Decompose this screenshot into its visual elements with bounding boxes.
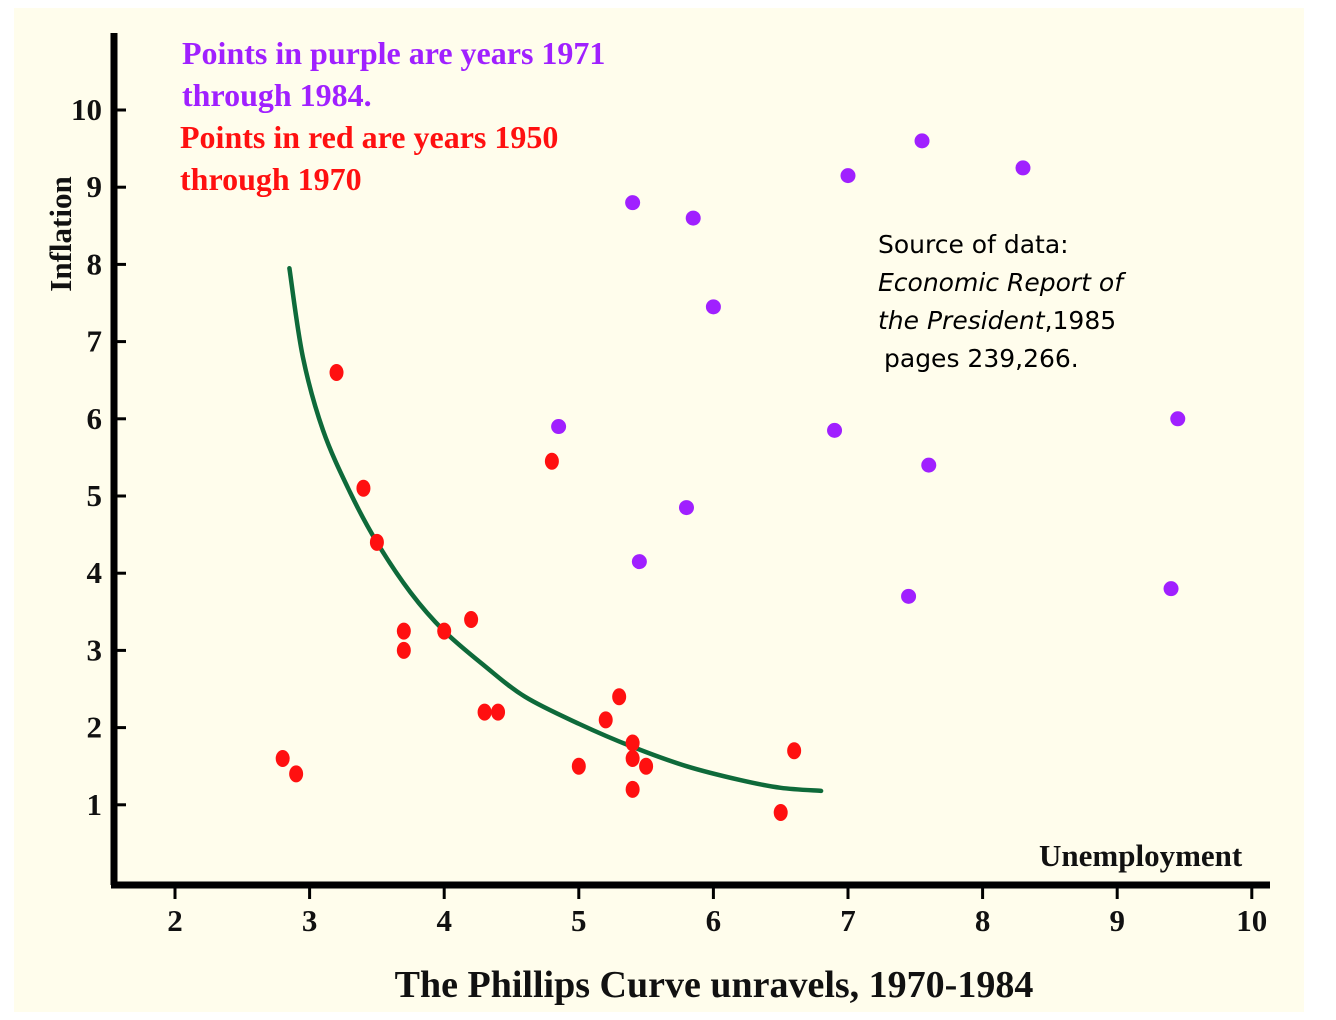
x-tick-label: 10 [1236,903,1267,938]
phillips-curve [287,266,824,794]
x-tick-label: 4 [436,903,452,938]
purple-data-point [551,419,567,435]
data-points [275,133,1186,822]
purple-points-note: Points in purple are years 1971 through … [182,32,605,116]
red-data-point [625,749,640,767]
x-tick-label: 3 [302,903,318,938]
y-tick-label: 3 [87,632,103,667]
y-tick-label: 8 [87,246,103,281]
red-data-point [571,757,586,775]
red-data-point [329,363,344,381]
x-tick-label: 2 [167,903,183,938]
chart-title: The Phillips Curve unravels, 1970-1984 [394,964,1034,1006]
source-line-3: the President,1985 [878,302,1123,340]
scatter-plot: 2 3 4 5 6 7 8 9 10 1 2 3 4 5 6 7 8 9 10 [71,33,1270,938]
red-note-line-2: through 1970 [180,161,362,197]
y-tick-label: 9 [87,169,103,204]
purple-data-point [705,299,721,315]
source-line-3-italic: the President [878,306,1045,335]
purple-data-point [1170,411,1186,427]
axes [110,33,1270,889]
x-axis-label: Unemployment [1039,838,1243,873]
red-data-point [544,452,559,470]
red-data-point [773,804,788,822]
purple-data-point [827,422,843,438]
purple-data-point [685,210,701,226]
y-tick-label: 1 [87,787,103,822]
red-data-point [639,757,654,775]
x-tick-label: 5 [571,903,587,938]
y-tick-label: 5 [87,478,103,513]
red-data-point [787,742,802,760]
y-tick-label: 10 [71,92,102,127]
x-tick-label: 9 [1109,903,1125,938]
source-line-4: pages 239,266. [884,344,1079,373]
source-note: Source of data: Economic Report of the P… [878,226,1123,378]
red-data-point [598,711,613,729]
red-data-point [396,641,411,659]
purple-note-line-2: through 1984. [182,77,372,113]
y-tick-label: 7 [87,324,103,359]
x-tick-label: 7 [840,903,856,938]
red-data-point [437,622,452,640]
purple-data-point [921,457,937,473]
red-data-point [625,780,640,798]
red-data-point [612,688,627,706]
red-data-point [477,703,492,721]
chart-frame: 2 3 4 5 6 7 8 9 10 1 2 3 4 5 6 7 8 9 10 Points in purple … [14,8,1304,1012]
red-note-line-1: Points in red are years 1950 [180,119,559,155]
purple-data-point [625,195,641,211]
red-data-point [464,611,479,629]
source-line-2: Economic Report of [878,268,1124,297]
y-tick-label: 4 [87,555,103,590]
red-data-point [625,734,640,752]
purple-data-point [631,554,647,570]
y-axis-label: Inflation [43,176,78,292]
red-data-point [396,622,411,640]
trend-curve-line [287,266,824,794]
x-ticks: 2 3 4 5 6 7 8 9 10 [167,885,1267,938]
purple-data-point [840,168,856,184]
purple-data-point [914,133,930,149]
red-data-point [356,479,371,497]
red-data-point [275,749,290,767]
red-data-point [491,703,506,721]
x-tick-label: 8 [975,903,991,938]
purple-data-point [678,500,694,516]
x-tick-label: 6 [706,903,722,938]
purple-data-point [1163,581,1179,597]
red-points-note: Points in red are years 1950 through 197… [180,116,558,200]
purple-data-point [901,588,917,604]
purple-note-line-1: Points in purple are years 1971 [182,35,606,71]
red-data-point [289,765,304,783]
source-line-1: Source of data: [878,230,1069,259]
y-tick-label: 2 [87,710,103,745]
y-ticks: 1 2 3 4 5 6 7 8 9 10 [71,92,126,822]
y-tick-label: 6 [87,401,103,436]
purple-data-point [1015,160,1031,176]
red-data-point [369,533,384,551]
source-line-3-rest: ,1985 [1044,306,1117,335]
